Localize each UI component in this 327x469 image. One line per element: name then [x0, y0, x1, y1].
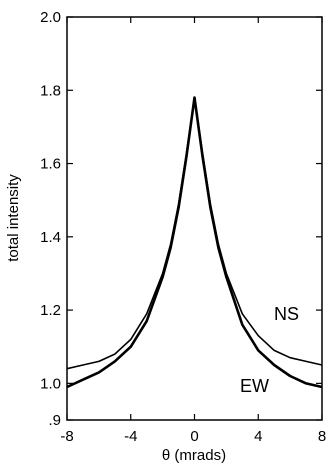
- series-label-ns: NS: [274, 304, 299, 324]
- series-group: [66, 96, 323, 389]
- series-line-ew: [66, 96, 323, 389]
- y-tick-label: 1.2: [40, 302, 61, 319]
- y-tick-label: 1.0: [40, 375, 61, 392]
- y-tick-label: 1.6: [40, 156, 61, 173]
- series-label-ew: EW: [240, 376, 269, 396]
- series-line-ns: [66, 96, 323, 370]
- x-tick-label: -4: [124, 428, 137, 445]
- y-axis-label: total intensity: [5, 174, 22, 262]
- x-tick-label: 0: [190, 428, 198, 445]
- y-tick-label: 1.4: [40, 229, 61, 246]
- y-tick-label: 2.0: [40, 9, 61, 26]
- tick-label-group: -8 -4 0 4 8 .9 1.0 1.2 1.4 1.6 1.8 2.0: [40, 9, 326, 445]
- x-tick-label: 4: [254, 428, 262, 445]
- plot-frame: [66, 16, 323, 421]
- tick-group: [66, 16, 323, 421]
- y-tick-label: 1.8: [40, 82, 61, 99]
- y-tick-label: .9: [48, 412, 61, 429]
- x-axis-label: θ (mrads): [162, 447, 226, 464]
- x-tick-label: -8: [60, 428, 73, 445]
- x-tick-label: 8: [318, 428, 326, 445]
